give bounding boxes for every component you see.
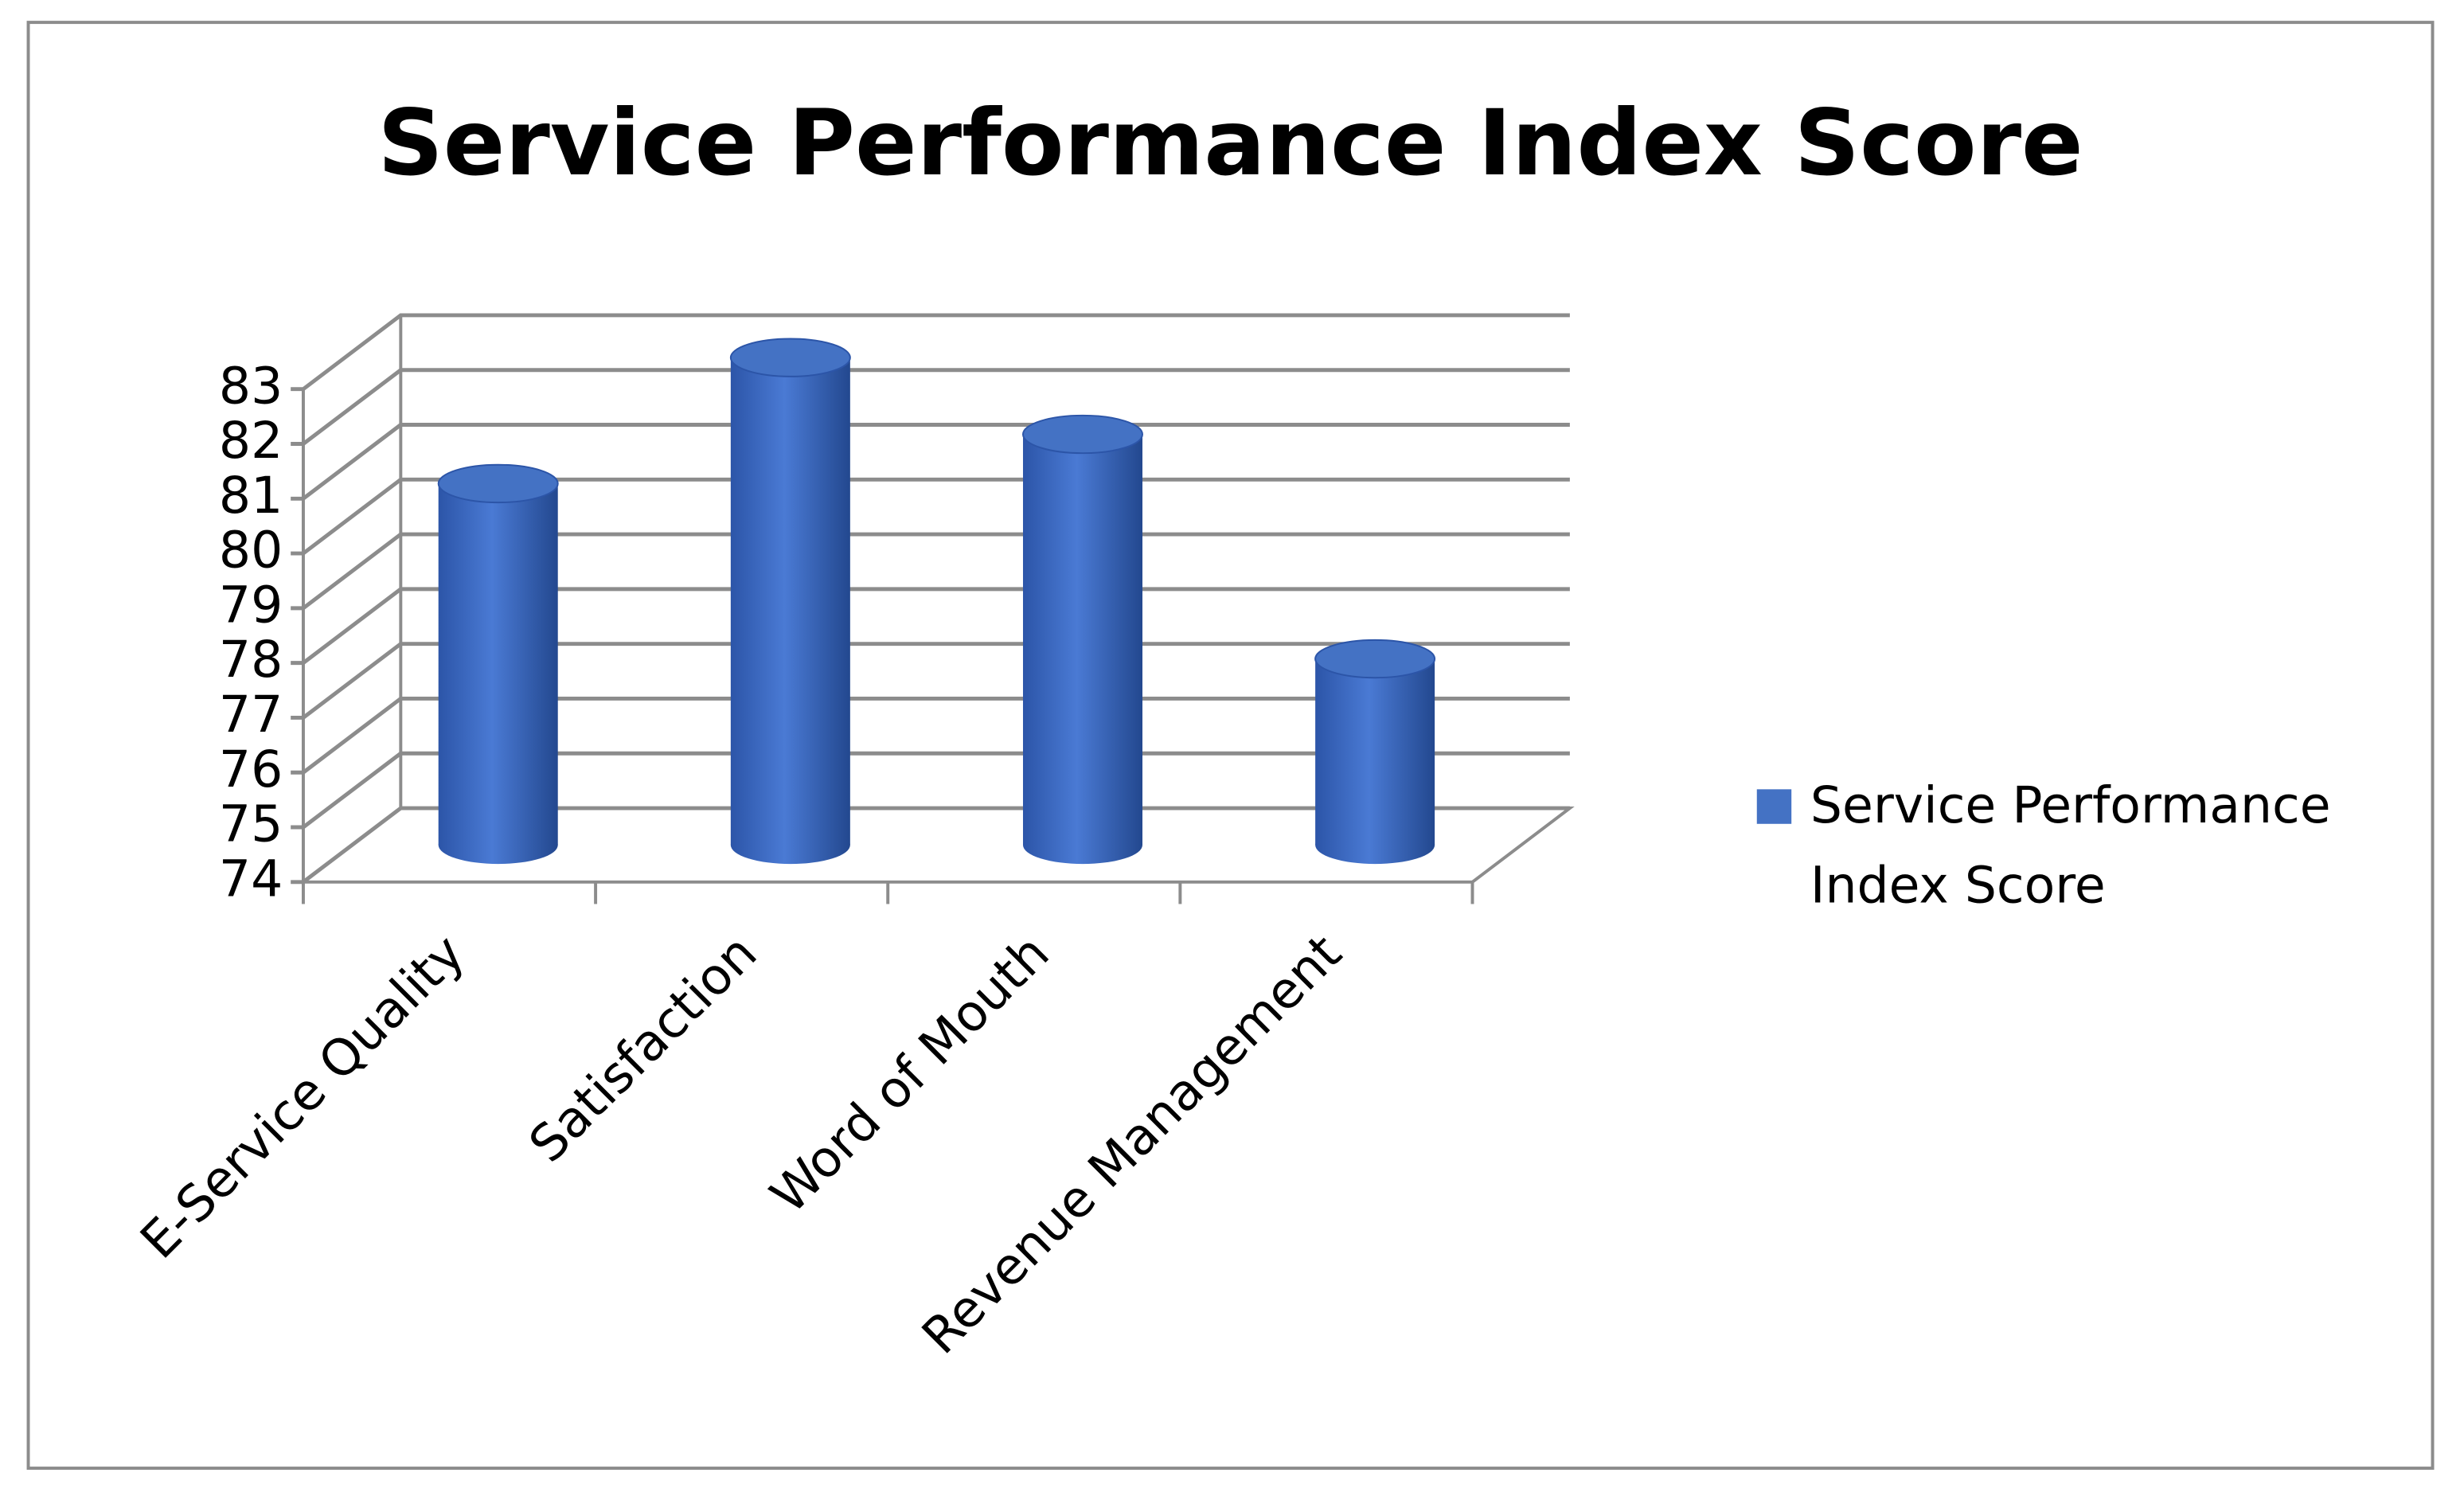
y-tick-label: 83 xyxy=(219,356,283,415)
grid-line xyxy=(291,313,1570,392)
bar xyxy=(1314,639,1436,865)
bar xyxy=(1021,414,1143,865)
grid-line xyxy=(291,587,1570,666)
grid-line xyxy=(291,642,1570,720)
grid-line xyxy=(291,368,1570,446)
bar-part xyxy=(1315,658,1435,846)
bar-part xyxy=(437,463,559,504)
grid-line xyxy=(291,532,1570,611)
bar-part xyxy=(438,483,558,846)
y-tick-label: 80 xyxy=(219,521,283,580)
y-tick-label: 75 xyxy=(219,795,283,854)
chart-title: Service Performance Index Score xyxy=(377,90,2083,196)
chart-border xyxy=(26,21,2435,1471)
legend-label: Service Performance Index Score xyxy=(1810,775,2347,915)
y-tick-label: 81 xyxy=(219,466,283,525)
grid-line xyxy=(291,477,1570,556)
grid-line xyxy=(291,806,1570,885)
y-tick-label: 78 xyxy=(219,630,283,689)
grid-line xyxy=(291,423,1570,501)
bar xyxy=(437,463,559,865)
y-tick-label: 82 xyxy=(219,411,283,470)
y-tick-label: 76 xyxy=(219,740,283,799)
bar-part xyxy=(1314,639,1436,679)
y-tick-label: 77 xyxy=(219,685,283,744)
grid-line xyxy=(291,751,1570,830)
y-tick-label: 74 xyxy=(219,849,283,908)
legend-swatch xyxy=(1756,789,1792,824)
grid-line xyxy=(291,696,1570,775)
y-tick-label: 79 xyxy=(219,575,283,634)
bar-part xyxy=(730,357,850,846)
bar-part xyxy=(729,338,851,377)
bar xyxy=(729,338,851,865)
bar-part xyxy=(1022,434,1142,846)
bar-part xyxy=(1021,414,1143,455)
